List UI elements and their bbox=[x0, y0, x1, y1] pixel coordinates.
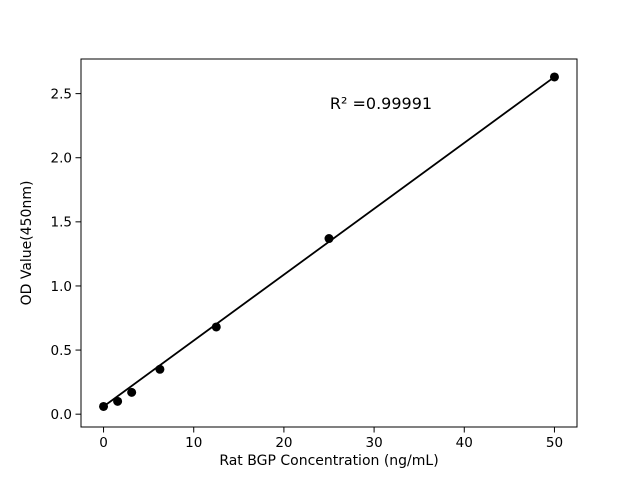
x-tick-label: 50 bbox=[546, 435, 563, 451]
x-tick-label: 40 bbox=[456, 435, 473, 451]
y-tick-label: 2.5 bbox=[51, 86, 72, 102]
x-tick-label: 10 bbox=[185, 435, 202, 451]
plot-area: 0 10 20 30 40 50 0.0 0.5 1.0 1.5 2.0 2.5 bbox=[51, 58, 578, 451]
x-axis-label: Rat BGP Concentration (ng/mL) bbox=[219, 453, 438, 469]
data-point bbox=[127, 387, 137, 397]
data-point bbox=[113, 396, 123, 406]
data-point bbox=[99, 401, 109, 411]
y-tick-label: 1.0 bbox=[51, 279, 72, 295]
y-axis-label: OD Value(450nm) bbox=[19, 181, 35, 306]
data-point bbox=[211, 322, 221, 332]
r-squared-annotation: R² =0.99991 bbox=[330, 94, 432, 113]
data-point bbox=[324, 234, 334, 244]
y-tick-label: 0.5 bbox=[51, 343, 72, 359]
y-tick-label: 1.5 bbox=[51, 215, 72, 231]
x-tick-label: 30 bbox=[365, 435, 382, 451]
data-point bbox=[155, 364, 165, 374]
x-tick-label: 0 bbox=[99, 435, 108, 451]
plot-frame bbox=[80, 58, 578, 428]
y-tick-label: 0.0 bbox=[51, 407, 72, 423]
data-point bbox=[549, 72, 559, 82]
x-tick-label: 20 bbox=[275, 435, 292, 451]
y-tick-label: 2.0 bbox=[51, 151, 72, 167]
